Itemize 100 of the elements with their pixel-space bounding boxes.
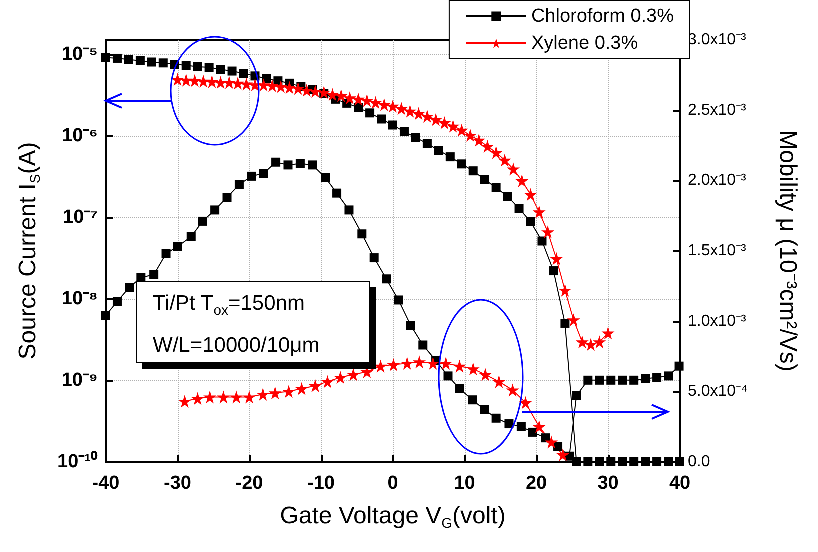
point — [464, 129, 477, 142]
annotation: W/L=10000/10μm — [153, 333, 321, 360]
point — [420, 110, 434, 123]
point — [214, 76, 228, 90]
point — [262, 74, 272, 84]
x-tick-label: -30 — [164, 473, 192, 494]
point — [652, 458, 662, 466]
point — [386, 100, 400, 113]
point — [422, 139, 432, 148]
point — [503, 192, 512, 202]
y-tick-label: 10⁻⁷ — [63, 206, 98, 228]
point — [492, 183, 501, 192]
x-tick-label: 0 — [388, 473, 398, 494]
point — [472, 134, 486, 147]
point — [326, 88, 340, 102]
point — [124, 55, 134, 64]
point — [171, 73, 184, 86]
point — [102, 53, 110, 62]
point — [538, 236, 547, 246]
point — [206, 75, 219, 88]
point — [560, 318, 570, 328]
point — [239, 69, 248, 78]
point — [549, 266, 558, 276]
y2-tick-label: 5.0x10⁻⁴ — [688, 383, 748, 400]
point — [514, 204, 524, 214]
y2-tick-label: 0.0 — [688, 454, 710, 470]
point — [360, 94, 374, 108]
point — [274, 80, 288, 94]
point — [526, 217, 536, 226]
point — [664, 458, 674, 466]
x-tick-label: 30 — [598, 473, 619, 494]
point — [434, 146, 444, 156]
x-tick-label: -40 — [92, 473, 120, 494]
y2-tick-label: 1.5x10⁻³ — [688, 242, 748, 260]
y2-axis-title: Mobility μ (10⁻³cm²/Vs) — [774, 130, 802, 372]
point — [343, 92, 356, 105]
point — [618, 458, 628, 466]
y-axis-title: Source Current IS(A) — [14, 142, 43, 360]
point — [216, 65, 226, 74]
point — [400, 127, 409, 136]
point — [283, 81, 296, 94]
point — [222, 76, 236, 90]
legend-label: Chloroform 0.3% — [531, 6, 674, 27]
point — [490, 146, 503, 160]
point — [630, 458, 639, 466]
point — [257, 78, 270, 92]
point — [182, 61, 191, 70]
point — [457, 160, 466, 169]
point — [446, 120, 460, 133]
point — [576, 336, 589, 349]
point — [228, 66, 237, 76]
y-tick-label: 10⁻⁶ — [62, 125, 98, 146]
point — [369, 96, 382, 110]
point — [455, 124, 468, 137]
point — [232, 76, 245, 90]
point — [180, 74, 193, 87]
point — [412, 107, 426, 120]
y2-tick-label: 2.5x10⁻³ — [688, 102, 748, 119]
y2-tick-label: 3.0x10⁻³ — [688, 32, 748, 48]
point — [430, 113, 443, 126]
point — [388, 120, 398, 130]
point — [318, 86, 331, 100]
x-tick-label: -10 — [308, 473, 335, 494]
point — [541, 226, 554, 239]
y2-tick-label: 1.0x10⁻³ — [688, 312, 748, 330]
point — [595, 458, 604, 466]
point — [266, 79, 279, 92]
point — [602, 326, 615, 340]
y-tick-label: 10⁻⁵ — [62, 44, 98, 65]
annotation: Ti/Pt T$_{ox}$=150nm — [153, 291, 306, 320]
x-tick-label: 20 — [526, 473, 548, 494]
point — [593, 336, 606, 349]
point — [516, 174, 529, 188]
point — [567, 314, 580, 327]
point — [193, 62, 202, 72]
point — [309, 85, 322, 98]
point — [481, 140, 494, 154]
point — [366, 108, 375, 118]
point — [197, 74, 210, 88]
point — [334, 89, 348, 102]
point — [606, 458, 616, 466]
point — [572, 458, 582, 466]
point — [354, 103, 364, 112]
point — [524, 188, 538, 202]
point — [558, 284, 572, 297]
point — [676, 458, 684, 466]
y-tick-label: 10⁻¹⁰ — [58, 450, 98, 472]
point — [404, 104, 417, 118]
point — [446, 152, 455, 162]
y-tick-label: 10⁻⁸ — [62, 288, 98, 310]
point — [498, 154, 512, 167]
point — [550, 252, 564, 266]
point — [532, 206, 546, 219]
point — [240, 78, 254, 91]
point — [584, 458, 593, 466]
point — [378, 98, 391, 112]
point — [377, 114, 386, 124]
point — [641, 458, 650, 466]
point — [411, 133, 420, 142]
point — [158, 58, 168, 68]
